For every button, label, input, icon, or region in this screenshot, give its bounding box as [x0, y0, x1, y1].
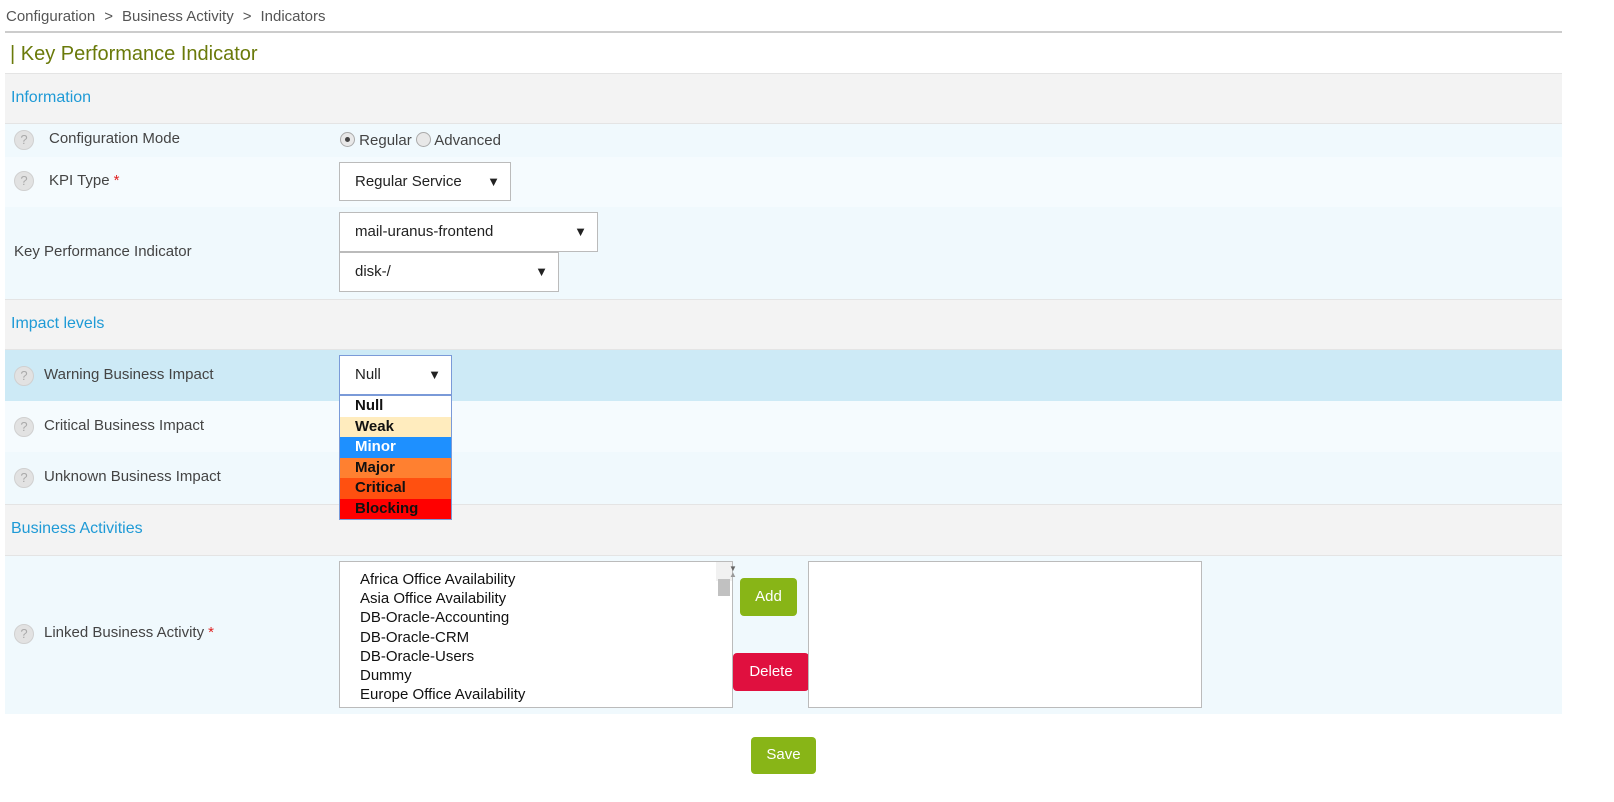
help-icon[interactable]: ? — [14, 468, 34, 488]
divider — [5, 31, 1562, 33]
warning-label: Warning Business Impact — [44, 366, 214, 383]
impact-option-major[interactable]: Major — [340, 457, 451, 478]
config-mode-radios: Regular Advanced — [340, 132, 501, 149]
config-mode-label: Configuration Mode — [49, 130, 180, 147]
impact-dropdown: Null Weak Minor Major Critical Blocking — [339, 395, 452, 520]
breadcrumb-item[interactable]: Business Activity — [122, 8, 234, 25]
unknown-label: Unknown Business Impact — [44, 468, 221, 485]
chevron-down-icon: ▼ — [574, 224, 587, 239]
radio-label: Regular — [359, 132, 412, 149]
kpi-host-select[interactable]: mail-uranus-frontend ▼ — [339, 212, 598, 252]
list-item[interactable]: DB-Oracle-Accounting — [360, 609, 510, 627]
unknown-row: ? Unknown Business Impact — [5, 452, 1562, 504]
breadcrumb: Configuration > Business Activity > Indicato… — [6, 8, 326, 25]
help-icon[interactable]: ? — [14, 624, 34, 644]
help-icon[interactable]: ? — [14, 366, 34, 386]
section-title: Business Activities — [11, 520, 143, 537]
section-impact: Impact levels — [5, 299, 1562, 350]
section-activities: Business Activities — [5, 504, 1562, 556]
critical-row: ? Critical Business Impact — [5, 401, 1562, 452]
chevron-down-icon: ▼ — [487, 174, 500, 189]
scrollbar[interactable]: ▲ ▼ — [716, 562, 737, 596]
help-icon[interactable]: ? — [14, 130, 34, 150]
selected-activities-list[interactable] — [808, 561, 1202, 708]
linked-label: Linked Business Activity * — [44, 624, 214, 641]
impact-option-blocking[interactable]: Blocking — [340, 498, 451, 519]
radio-advanced[interactable] — [415, 132, 431, 147]
help-icon[interactable]: ? — [14, 171, 34, 191]
impact-option-null[interactable]: Null — [340, 396, 451, 417]
impact-option-critical[interactable]: Critical — [340, 478, 451, 499]
kpi-row: Key Performance Indicator mail-uranus-fr… — [5, 207, 1562, 299]
radio-label: Advanced — [434, 132, 501, 149]
breadcrumb-item[interactable]: Indicators — [260, 8, 326, 25]
warning-select[interactable]: Null ▼ — [339, 355, 452, 395]
save-button[interactable]: Save — [751, 737, 816, 774]
impact-option-weak[interactable]: Weak — [340, 416, 451, 437]
kpi-service-select[interactable]: disk-/▼ — [339, 252, 559, 292]
config-mode-row: ? Configuration Mode Regular Advanced — [5, 124, 1562, 157]
page-title: | Key Performance Indicator — [10, 43, 258, 65]
add-button[interactable]: Add — [740, 578, 797, 616]
list-item[interactable]: Europe Office Availability — [360, 686, 526, 704]
kpi-type-label: KPI Type * — [49, 172, 120, 189]
kpi-type-select[interactable]: Regular Service ▼ — [339, 162, 511, 201]
chevron-down-icon: ▼ — [535, 264, 548, 279]
breadcrumb-separator: > — [242, 8, 252, 25]
section-title: Information — [11, 89, 92, 106]
delete-button[interactable]: Delete — [733, 653, 809, 691]
list-item[interactable]: Africa Office Availability — [360, 571, 516, 588]
available-activities-list[interactable]: Africa Office Availability Asia Office Av… — [339, 561, 737, 708]
list-item[interactable]: Dummy — [360, 666, 412, 684]
breadcrumb-item[interactable]: Configuration — [6, 8, 96, 25]
critical-label: Critical Business Impact — [44, 417, 205, 434]
warning-row: ? Warning Business Impact Null ▼ — [5, 350, 1562, 401]
list-item[interactable]: DB-Oracle-CRM — [360, 628, 470, 646]
kpi-label: Key Performance Indicator — [14, 243, 192, 260]
section-information: Information — [5, 73, 1562, 124]
section-title: Impact levels — [11, 315, 105, 332]
radio-regular[interactable] — [340, 132, 355, 147]
impact-option-minor[interactable]: Minor — [340, 437, 451, 458]
chevron-down-icon: ▼ — [428, 367, 441, 382]
list-item[interactable]: DB-Oracle-Users — [360, 647, 475, 665]
kpi-type-row: ? KPI Type * Regular Service ▼ — [5, 157, 1562, 207]
list-item[interactable]: Asia Office Availability — [360, 590, 507, 608]
breadcrumb-separator: > — [104, 8, 113, 25]
help-icon[interactable]: ? — [14, 417, 34, 437]
